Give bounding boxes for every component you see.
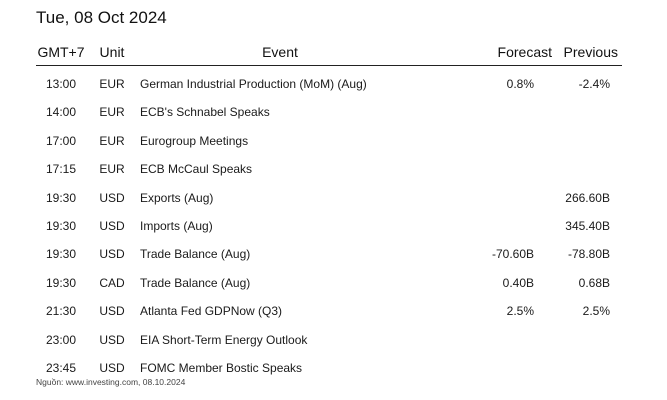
cell-unit: USD	[99, 190, 125, 205]
cell-time: 17:15	[45, 162, 77, 177]
cell-time: 23:45	[45, 360, 77, 375]
cell-forecast: 2.5%	[506, 304, 534, 319]
header-previous: Previous	[563, 44, 618, 60]
table-row: 19:30 USD Trade Balance (Aug) -70.60B -7…	[0, 240, 667, 268]
source-note: Nguồn: www.investing.com, 08.10.2024	[36, 377, 186, 387]
header-forecast: Forecast	[497, 44, 552, 60]
cell-time: 19:30	[45, 190, 77, 205]
cell-previous: 0.68B	[578, 275, 610, 290]
cell-unit: USD	[99, 304, 125, 319]
cell-time: 19:30	[45, 218, 77, 233]
cell-forecast: 0.8%	[506, 77, 534, 91]
cell-event: Eurogroup Meetings	[140, 133, 249, 148]
cell-event: EIA Short-Term Energy Outlook	[140, 332, 308, 347]
table-row: 23:00 USD EIA Short-Term Energy Outlook	[0, 326, 667, 354]
header-time: GMT+7	[37, 44, 85, 60]
cell-previous: -78.80B	[567, 247, 610, 262]
cell-time: 23:00	[45, 332, 77, 347]
cell-forecast: 0.40B	[502, 275, 534, 290]
cell-time: 19:30	[45, 247, 77, 262]
cell-unit: USD	[99, 360, 125, 375]
cell-unit: EUR	[99, 77, 125, 91]
cell-previous: -2.4%	[578, 77, 610, 91]
header-event: Event	[262, 44, 298, 60]
cell-time: 14:00	[45, 105, 77, 120]
cell-unit: USD	[99, 218, 125, 233]
cell-event: Atlanta Fed GDPNow (Q3)	[140, 304, 283, 319]
event-table: 13:00 EUR German Industrial Production (…	[0, 70, 667, 382]
cell-unit: EUR	[99, 105, 125, 120]
cell-previous: 2.5%	[582, 304, 610, 319]
header-unit: Unit	[99, 44, 125, 60]
cell-time: 19:30	[45, 275, 77, 290]
cell-time: 13:00	[45, 77, 77, 91]
cell-unit: CAD	[99, 275, 125, 290]
table-header: GMT+7 Unit Event Forecast Previous	[0, 44, 667, 64]
table-row: 17:00 EUR Eurogroup Meetings	[0, 127, 667, 155]
cell-time: 17:00	[45, 133, 77, 148]
table-row: 13:00 EUR German Industrial Production (…	[0, 70, 667, 98]
cell-event: Trade Balance (Aug)	[140, 275, 251, 290]
cell-unit: USD	[99, 332, 125, 347]
cell-event: Imports (Aug)	[140, 218, 213, 233]
header-divider	[36, 65, 622, 66]
cell-event: ECB McCaul Speaks	[140, 162, 253, 177]
cell-previous: 345.40B	[565, 218, 610, 233]
cell-event: Trade Balance (Aug)	[140, 247, 251, 262]
page-title: Tue, 08 Oct 2024	[36, 8, 167, 27]
cell-time: 21:30	[45, 304, 77, 319]
table-row: 17:15 EUR ECB McCaul Speaks	[0, 155, 667, 183]
cell-forecast: -70.60B	[491, 247, 534, 262]
table-row: 23:45 USD FOMC Member Bostic Speaks	[0, 354, 667, 382]
cell-event: German Industrial Production (MoM) (Aug)	[140, 77, 367, 91]
cell-unit: USD	[99, 247, 125, 262]
cell-event: Exports (Aug)	[140, 190, 214, 205]
cell-event: FOMC Member Bostic Speaks	[140, 360, 303, 375]
cell-previous: 266.60B	[565, 190, 610, 205]
cell-unit: EUR	[99, 162, 125, 177]
table-row: 14:00 EUR ECB's Schnabel Speaks	[0, 98, 667, 126]
cell-unit: EUR	[99, 133, 125, 148]
table-row: 21:30 USD Atlanta Fed GDPNow (Q3) 2.5% 2…	[0, 297, 667, 325]
cell-event: ECB's Schnabel Speaks	[140, 105, 270, 120]
table-row: 19:30 USD Exports (Aug) 266.60B	[0, 184, 667, 212]
table-row: 19:30 CAD Trade Balance (Aug) 0.40B 0.68…	[0, 269, 667, 297]
table-row: 19:30 USD Imports (Aug) 345.40B	[0, 212, 667, 240]
